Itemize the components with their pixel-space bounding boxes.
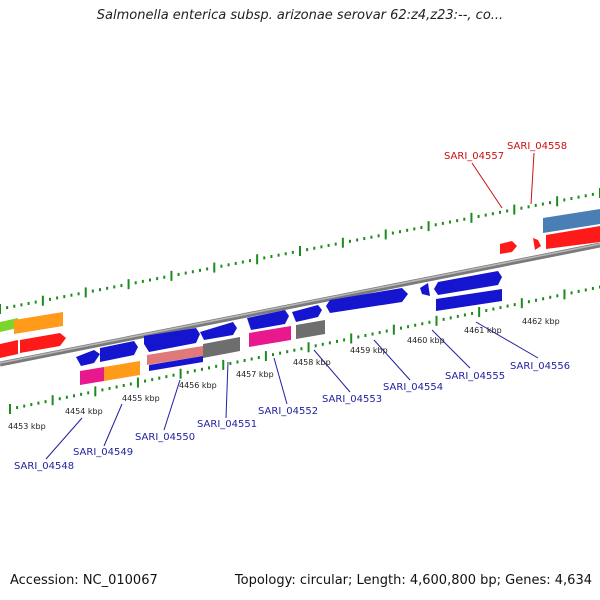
gene-feature[interactable] — [249, 326, 291, 347]
scale-label: 4461 kbp — [464, 326, 502, 335]
topology-label: Topology: circular; Length: 4,600,800 bp… — [234, 573, 592, 588]
callout-line — [431, 329, 471, 369]
genome-backbone-highlight — [0, 243, 600, 364]
scale-label: 4459 kbp — [350, 346, 388, 355]
inner-scale-track — [9, 285, 600, 414]
gene-label-sari-04551[interactable]: SARI_04551 — [197, 419, 257, 430]
scale-label: 4454 kbp — [65, 407, 103, 416]
callout-line — [45, 417, 83, 460]
gene-label-sari-04558[interactable]: SARI_04558 — [507, 141, 567, 152]
gene-feature[interactable] — [147, 346, 203, 365]
gene-feature[interactable] — [100, 341, 138, 362]
scale-label: 4460 kbp — [407, 336, 445, 345]
callout-line — [225, 361, 229, 419]
scale-label: 4457 kbp — [236, 370, 274, 379]
callout-line — [471, 162, 503, 209]
gene-labels: SARI_04548 SARI_04549 SARI_04550 SARI_04… — [14, 141, 570, 472]
gene-feature[interactable] — [326, 288, 408, 313]
gene-feature[interactable] — [436, 289, 502, 311]
gene-feature[interactable] — [533, 238, 541, 250]
scale-label: 4462 kbp — [522, 317, 560, 326]
map-title: Salmonella enterica subsp. arizonae sero… — [96, 8, 504, 23]
gene-label-sari-04549[interactable]: SARI_04549 — [73, 447, 133, 458]
callout-line — [475, 321, 539, 359]
gene-label-sari-04556[interactable]: SARI_04556 — [510, 361, 570, 372]
gene-feature[interactable] — [292, 305, 322, 322]
gene-feature[interactable] — [420, 283, 430, 296]
callout-line — [313, 349, 351, 393]
gene-feature[interactable] — [296, 320, 325, 339]
gene-feature[interactable] — [434, 271, 502, 295]
gene-feature[interactable] — [149, 356, 203, 371]
gene-feature[interactable] — [0, 340, 18, 358]
scale-label: 4456 kbp — [179, 381, 217, 390]
gene-label-sari-04548[interactable]: SARI_04548 — [14, 461, 74, 472]
gene-feature[interactable] — [144, 328, 200, 352]
gene-label-sari-04557[interactable]: SARI_04557 — [444, 151, 504, 162]
gene-feature[interactable] — [247, 310, 289, 330]
gene-label-sari-04552[interactable]: SARI_04552 — [258, 406, 318, 417]
callout-line — [103, 403, 123, 447]
callout-line — [163, 379, 181, 431]
gene-feature[interactable] — [80, 367, 104, 385]
gene-label-sari-04554[interactable]: SARI_04554 — [383, 382, 443, 393]
gene-feature[interactable] — [500, 241, 517, 254]
gene-feature[interactable] — [543, 209, 600, 233]
callout-line — [373, 339, 411, 381]
scale-label: 4453 kbp — [8, 422, 46, 431]
gene-feature[interactable] — [76, 350, 100, 366]
gene-track[interactable] — [0, 209, 600, 385]
gene-feature[interactable] — [104, 361, 140, 381]
gene-feature[interactable] — [200, 322, 237, 340]
gene-feature[interactable] — [20, 333, 66, 353]
gene-feature[interactable] — [203, 337, 240, 358]
gene-label-sari-04555[interactable]: SARI_04555 — [445, 371, 505, 382]
callout-line — [530, 152, 535, 205]
outer-scale-track — [0, 188, 600, 314]
gene-label-sari-04550[interactable]: SARI_04550 — [135, 432, 195, 443]
callout-line — [273, 357, 288, 405]
genome-backbone — [0, 242, 600, 367]
accession-label: Accession: NC_010067 — [10, 573, 158, 588]
gene-feature[interactable] — [0, 318, 18, 332]
gene-feature[interactable] — [14, 312, 63, 334]
scale-labels: 4453 kbp 4454 kbp 4455 kbp 4456 kbp 4457… — [8, 317, 560, 431]
scale-label: 4458 kbp — [293, 358, 331, 367]
scale-label: 4455 kbp — [122, 394, 160, 403]
gene-feature[interactable] — [546, 226, 600, 249]
gene-label-sari-04553[interactable]: SARI_04553 — [322, 394, 382, 405]
